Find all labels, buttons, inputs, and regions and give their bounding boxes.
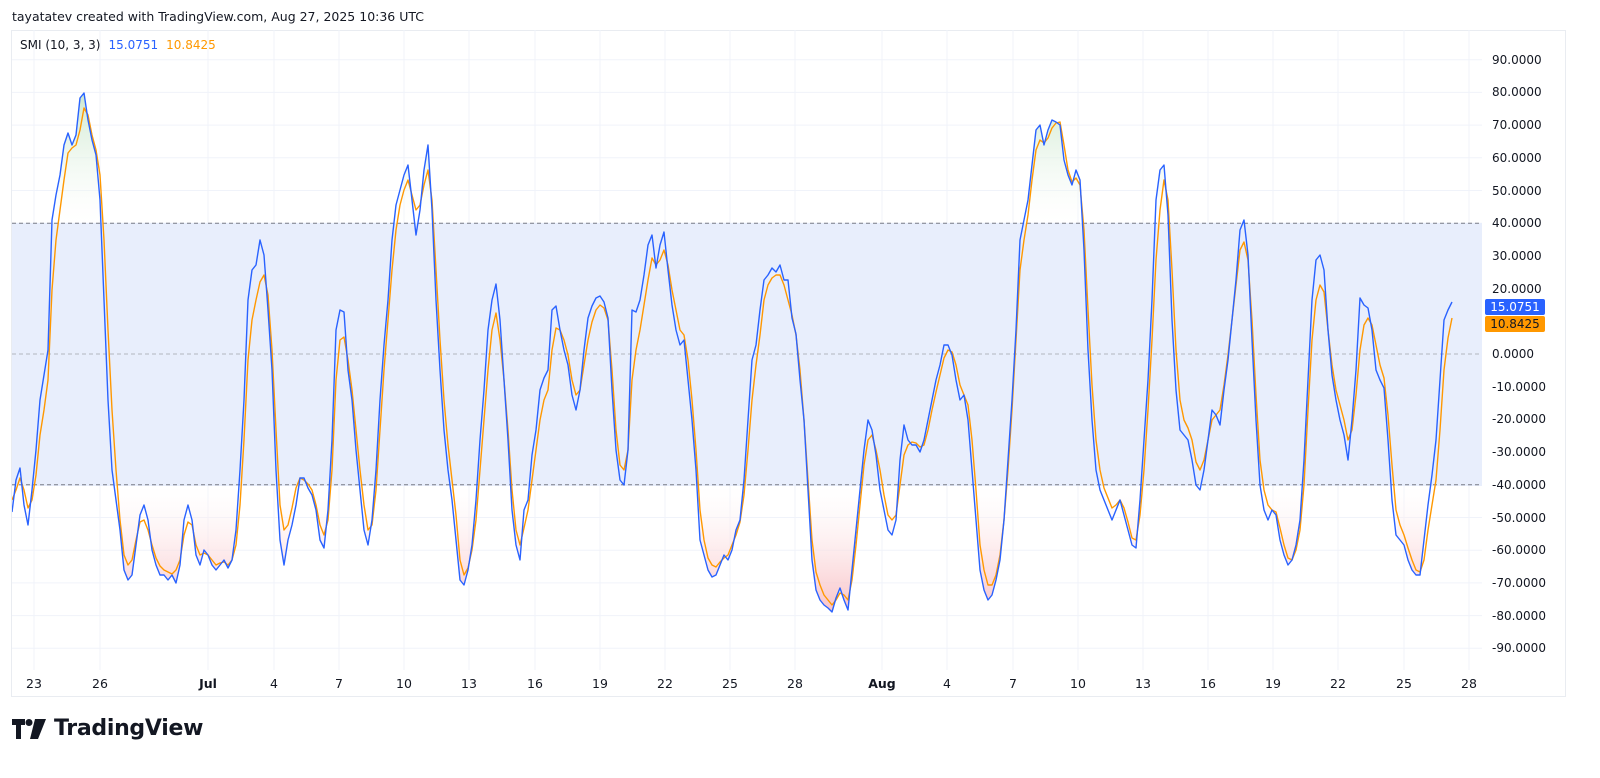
x-tick-label: 10	[1070, 676, 1086, 691]
x-tick-label: 23	[26, 676, 42, 691]
y-tick-label: 0.0000	[1492, 347, 1534, 361]
x-tick-label: 4	[943, 676, 951, 691]
chart-frame	[11, 30, 1566, 697]
smi-line	[12, 92, 1453, 613]
indicator-name: SMI (10, 3, 3)	[20, 38, 101, 52]
signal-value: 10.8425	[166, 38, 216, 52]
y-tick-label: -90.0000	[1492, 641, 1546, 656]
x-tick-label: 19	[1265, 676, 1281, 691]
x-tick-label: 4	[270, 676, 278, 691]
y-tick-label: -30.0000	[1492, 445, 1546, 460]
x-tick-label: 10	[396, 676, 412, 691]
attribution-text: tayatatev created with TradingView.com, …	[12, 9, 425, 24]
x-tick-label: 25	[1396, 676, 1412, 691]
signal-last-value-badge: 10.8425	[1485, 316, 1545, 332]
y-tick-label: -20.0000	[1492, 412, 1546, 427]
x-tick-label: 25	[722, 676, 738, 691]
x-tick-label: 16	[527, 676, 543, 691]
y-tick-label: 80.0000	[1492, 85, 1542, 100]
level-lines	[12, 222, 1482, 486]
y-tick-label: 40.0000	[1492, 216, 1542, 231]
y-tick-label: 50.0000	[1492, 183, 1542, 198]
signal-line	[12, 107, 1453, 606]
x-tick-label: 28	[787, 676, 803, 691]
y-tick-label: 90.0000	[1492, 52, 1542, 67]
x-tick-label: 13	[1135, 676, 1151, 691]
x-tick-label: 22	[1330, 676, 1346, 691]
x-tick-label: 7	[335, 676, 343, 691]
x-tick-label: Aug	[868, 676, 896, 691]
x-tick-label: 28	[1461, 676, 1477, 691]
x-tick-label: 19	[592, 676, 608, 691]
x-tick-label: 7	[1009, 676, 1017, 691]
y-tick-label: -60.0000	[1492, 543, 1546, 558]
y-tick-label: 20.0000	[1492, 281, 1542, 296]
y-tick-label: -80.0000	[1492, 608, 1546, 623]
x-tick-label: 22	[657, 676, 673, 691]
y-tick-label: -50.0000	[1492, 510, 1546, 525]
y-tick-label: -70.0000	[1492, 575, 1546, 590]
y-tick-label: -10.0000	[1492, 379, 1546, 394]
tradingview-logo[interactable]: TradingView	[12, 716, 203, 741]
x-tick-label: 13	[461, 676, 477, 691]
y-tick-label: 30.0000	[1492, 248, 1542, 263]
y-tick-label: 70.0000	[1492, 118, 1542, 133]
smi-value: 15.0751	[108, 38, 159, 52]
x-tick-label: 16	[1200, 676, 1216, 691]
tradingview-logo-icon	[12, 718, 46, 739]
brand-name: TradingView	[54, 716, 204, 741]
x-tick-label: 26	[92, 676, 108, 691]
y-tick-label: -40.0000	[1492, 477, 1546, 492]
indicator-legend[interactable]: SMI (10, 3, 3) 15.0751 10.8425	[20, 38, 216, 52]
y-tick-label: 60.0000	[1492, 150, 1542, 165]
x-tick-label: Jul	[199, 676, 217, 691]
smi-last-value-badge: 15.0751	[1485, 299, 1545, 315]
